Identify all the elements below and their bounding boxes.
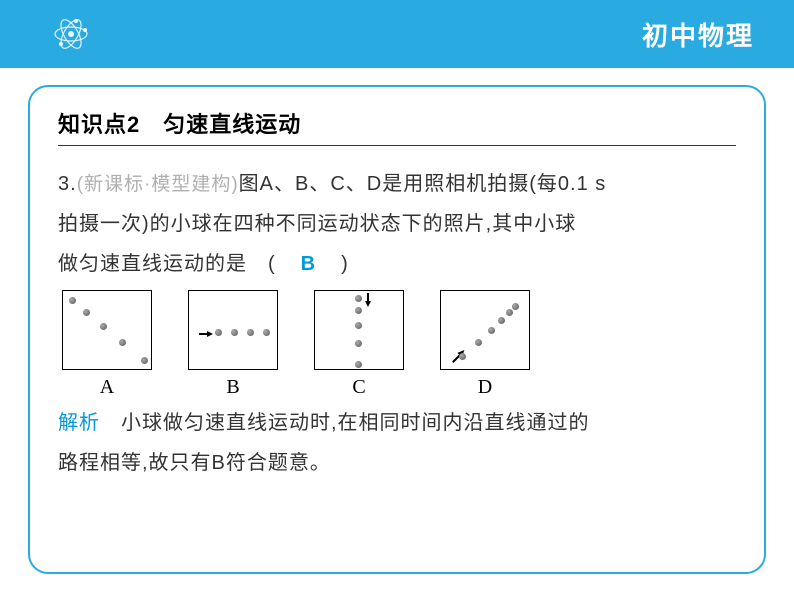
explanation-label: 解析 <box>58 412 100 434</box>
figure-labels: A B C D <box>62 376 736 399</box>
page-header: 初中物理 <box>0 0 794 68</box>
label-c: C <box>314 376 404 399</box>
figures-row <box>62 290 736 370</box>
figure-c <box>314 290 404 370</box>
question-text-3-line: 做匀速直线运动的是 ( B ) <box>58 244 736 284</box>
question-text-2: 拍摄一次)的小球在四种不同运动状态下的照片,其中小球 <box>58 204 736 244</box>
arrow-icon <box>207 331 213 337</box>
section-title-wrap: 知识点2 匀速直线运动 <box>58 107 736 146</box>
question-number: 3. <box>58 173 77 195</box>
answer-letter: B <box>297 253 320 275</box>
arrow-icon <box>365 301 371 307</box>
atom-icon <box>50 13 92 55</box>
question-text-4: ) <box>320 253 349 275</box>
label-b: B <box>188 376 278 399</box>
figure-b <box>188 290 278 370</box>
question-text-1: 图A、B、C、D是用照相机拍摄(每0.1 s <box>239 173 607 195</box>
content-frame: 知识点2 匀速直线运动 3.(新课标·模型建构)图A、B、C、D是用照相机拍摄(… <box>28 85 766 574</box>
label-d: D <box>440 376 530 399</box>
explanation-text-1: 小球做匀速直线运动时,在相同时间内沿直线通过的 <box>100 412 590 434</box>
explanation-text-2: 路程相等,故只有B符合题意。 <box>58 443 736 483</box>
section-title: 知识点2 匀速直线运动 <box>58 107 736 139</box>
question-source: (新课标·模型建构) <box>77 174 239 195</box>
question-block: 3.(新课标·模型建构)图A、B、C、D是用照相机拍摄(每0.1 s <box>58 164 736 204</box>
header-title: 初中物理 <box>642 16 754 53</box>
label-a: A <box>62 376 152 399</box>
figure-d <box>440 290 530 370</box>
figure-a <box>62 290 152 370</box>
question-text-3: 做匀速直线运动的是 ( <box>58 253 297 275</box>
explanation-line-1: 解析 小球做匀速直线运动时,在相同时间内沿直线通过的 <box>58 403 736 443</box>
